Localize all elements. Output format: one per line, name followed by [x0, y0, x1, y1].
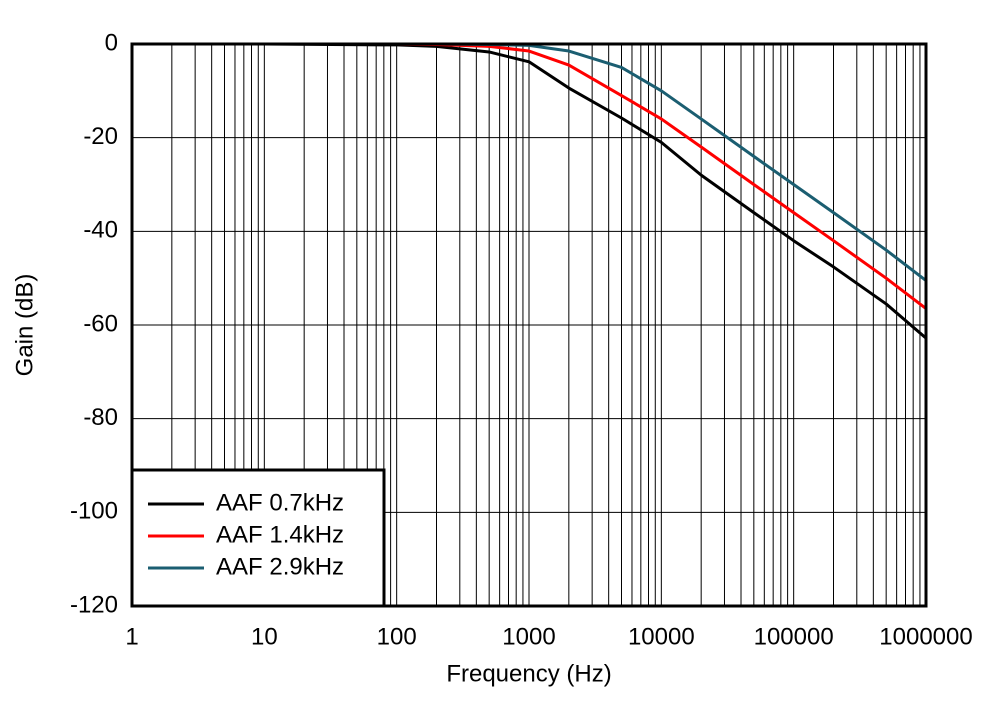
y-tick-label: 0 [105, 29, 118, 56]
y-tick-label: -40 [83, 217, 118, 244]
legend: AAF 0.7kHz AAF 1.4kHz AAF 2.9kHz [130, 468, 386, 608]
x-tick-label: 1000000 [879, 623, 972, 650]
x-tick-label: 100 [377, 623, 417, 650]
y-tick-label: -80 [83, 404, 118, 431]
legend-box [130, 468, 386, 608]
legend-label: AAF 1.4kHz [216, 521, 344, 548]
y-axis-title: Gain (dB) [11, 274, 38, 377]
y-tick-label: -120 [70, 591, 118, 618]
plot-border [130, 42, 928, 608]
y-tick-label: -100 [70, 498, 118, 525]
y-tick-label: -60 [83, 310, 118, 337]
x-tick-label: 1 [125, 623, 138, 650]
legend-label: AAF 0.7kHz [216, 489, 344, 516]
y-tick-label: -20 [83, 123, 118, 150]
x-axis-title: Frequency (Hz) [446, 660, 611, 687]
x-tick-label: 1000 [502, 623, 555, 650]
legend-label: AAF 2.9kHz [216, 553, 344, 580]
x-tick-label: 10 [251, 623, 278, 650]
x-tick-label: 100000 [754, 623, 834, 650]
x-tick-label: 10000 [628, 623, 695, 650]
